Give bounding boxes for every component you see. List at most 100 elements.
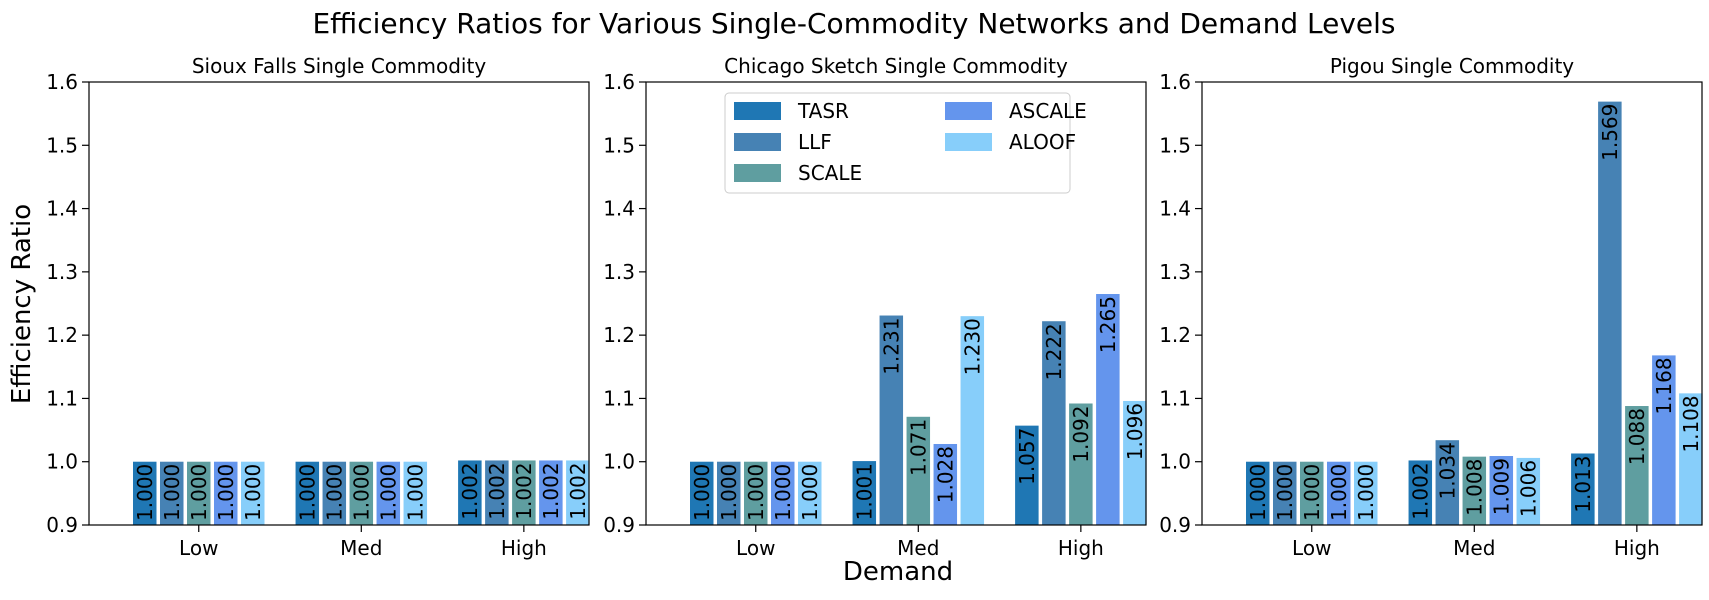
bar-value-label: 1.000 bbox=[322, 464, 346, 521]
bar-llf-high bbox=[485, 460, 509, 525]
y-tick-label: 0.9 bbox=[46, 513, 78, 537]
bar-tasr-low bbox=[133, 461, 157, 525]
subplot-title: Sioux Falls Single Commodity bbox=[192, 54, 487, 78]
y-tick-label: 1.0 bbox=[1159, 450, 1191, 474]
y-axis-label: Efficiency Ratio bbox=[7, 204, 37, 404]
bar-scale-med bbox=[349, 461, 374, 525]
legend-swatch-llf bbox=[734, 133, 781, 151]
y-tick-label: 0.9 bbox=[603, 513, 635, 537]
y-tick-label: 1.0 bbox=[603, 450, 635, 474]
bar-scale-high bbox=[512, 460, 536, 525]
y-tick-label: 1.2 bbox=[46, 323, 78, 347]
y-tick-label: 1.4 bbox=[603, 197, 635, 221]
bar-tasr-high bbox=[1571, 453, 1595, 525]
subplot-3: Pigou Single Commodity 0.9 1.0 1.1 1.2 1.3 1.4… bbox=[1159, 54, 1703, 560]
y-tick-label: 1.6 bbox=[46, 70, 78, 94]
bar-value-label: 1.168 bbox=[1652, 357, 1676, 414]
legend-label-scale: SCALE bbox=[798, 161, 862, 185]
bar-value-label: 1.057 bbox=[1015, 428, 1039, 485]
bar-value-label: 1.002 bbox=[485, 462, 509, 519]
bar-value-label: 1.092 bbox=[1069, 405, 1093, 462]
bar-ascale-high bbox=[539, 460, 563, 525]
bar-aloof-high bbox=[566, 460, 590, 525]
panels: Sioux Falls Single Commodity 0.9 1.0 1.1 1.2… bbox=[46, 54, 1703, 560]
bar-ascale-low bbox=[214, 461, 238, 525]
bar-value-label: 1.231 bbox=[879, 318, 903, 375]
bar-aloof-med bbox=[960, 316, 985, 525]
y-tick-label: 1.0 bbox=[46, 450, 78, 474]
bar-value-label: 1.000 bbox=[214, 464, 238, 521]
bar-aloof-med bbox=[403, 461, 428, 525]
legend-swatch-scale bbox=[734, 164, 781, 182]
bar-llf-high bbox=[1598, 101, 1622, 526]
subplot-title: Chicago Sketch Single Commodity bbox=[724, 54, 1068, 78]
bar-llf-low bbox=[717, 461, 741, 525]
plot-frame bbox=[1201, 81, 1703, 526]
subplot-1: Sioux Falls Single Commodity 0.9 1.0 1.1 1.2… bbox=[46, 54, 590, 560]
y-tick-label: 1.6 bbox=[603, 70, 635, 94]
bar-tasr-low bbox=[690, 461, 714, 525]
bar-value-label: 1.034 bbox=[1435, 442, 1459, 499]
y-tick-label: 1.5 bbox=[46, 133, 78, 157]
bar-aloof-low bbox=[1354, 461, 1378, 525]
bar-ascale-med bbox=[376, 461, 401, 525]
bar-value-label: 1.000 bbox=[187, 464, 211, 521]
bar-value-label: 1.000 bbox=[295, 464, 319, 521]
bar-value-label: 1.000 bbox=[403, 464, 427, 521]
bar-llf-med bbox=[322, 461, 347, 525]
bar-value-label: 1.000 bbox=[1246, 464, 1270, 521]
bar-value-label: 1.002 bbox=[566, 462, 590, 519]
bar-value-label: 1.000 bbox=[798, 464, 822, 521]
bar-value-label: 1.000 bbox=[717, 464, 741, 521]
y-tick-label: 1.5 bbox=[603, 133, 635, 157]
bar-aloof-med bbox=[1516, 457, 1541, 525]
legend: TASR LLF SCALE ASCALE ALOOF bbox=[724, 92, 1087, 194]
bar-value-label: 1.000 bbox=[1327, 464, 1351, 521]
bar-ascale-high bbox=[1096, 294, 1120, 525]
bar-aloof-high bbox=[1679, 393, 1703, 525]
bar-aloof-low bbox=[798, 461, 822, 525]
bar-value-label: 1.108 bbox=[1679, 395, 1703, 452]
bar-ascale-med bbox=[933, 443, 958, 525]
legend-label-llf: LLF bbox=[798, 130, 832, 154]
legend-swatch-tasr bbox=[734, 102, 781, 120]
x-tick-label: Low bbox=[736, 536, 775, 560]
bar-tasr-low bbox=[1246, 461, 1270, 525]
bar-aloof-high bbox=[1123, 400, 1147, 525]
bar-value-label: 1.000 bbox=[744, 464, 768, 521]
y-tick-label: 1.6 bbox=[1159, 70, 1191, 94]
bar-llf-med bbox=[1435, 440, 1460, 525]
y-tick-label: 1.3 bbox=[603, 260, 635, 284]
y-tick-label: 0.9 bbox=[1159, 513, 1191, 537]
bar-tasr-high bbox=[1015, 425, 1039, 525]
bar-llf-med bbox=[879, 315, 904, 525]
bar-scale-low bbox=[744, 461, 768, 525]
bar-scale-high bbox=[1069, 403, 1093, 525]
x-tick-label: Med bbox=[1453, 536, 1495, 560]
bar-value-label: 1.000 bbox=[690, 464, 714, 521]
bar-value-label: 1.000 bbox=[160, 464, 184, 521]
bar-value-label: 1.071 bbox=[906, 419, 930, 476]
bar-llf-high bbox=[1042, 321, 1066, 525]
legend-label-ascale: ASCALE bbox=[1009, 99, 1087, 123]
x-tick-label: Low bbox=[1292, 536, 1331, 560]
x-tick-label: Low bbox=[179, 536, 218, 560]
bar-value-label: 1.230 bbox=[960, 318, 984, 375]
bar-value-label: 1.000 bbox=[1273, 464, 1297, 521]
legend-label-aloof: ALOOF bbox=[1009, 130, 1076, 154]
bar-value-label: 1.088 bbox=[1625, 408, 1649, 465]
y-tick-label: 1.1 bbox=[46, 386, 78, 410]
bar-ascale-high bbox=[1652, 355, 1676, 525]
bar-llf-low bbox=[1273, 461, 1297, 525]
x-tick-label: High bbox=[501, 536, 547, 560]
bar-value-label: 1.000 bbox=[1300, 464, 1324, 521]
y-tick-label: 1.3 bbox=[46, 260, 78, 284]
bar-value-label: 1.000 bbox=[376, 464, 400, 521]
bar-ascale-low bbox=[1327, 461, 1351, 525]
bar-value-label: 1.000 bbox=[241, 464, 265, 521]
bar-value-label: 1.002 bbox=[512, 462, 536, 519]
figure-title: Efficiency Ratios for Various Single-Com… bbox=[312, 7, 1395, 40]
bar-value-label: 1.000 bbox=[133, 464, 157, 521]
bar-ascale-low bbox=[771, 461, 795, 525]
